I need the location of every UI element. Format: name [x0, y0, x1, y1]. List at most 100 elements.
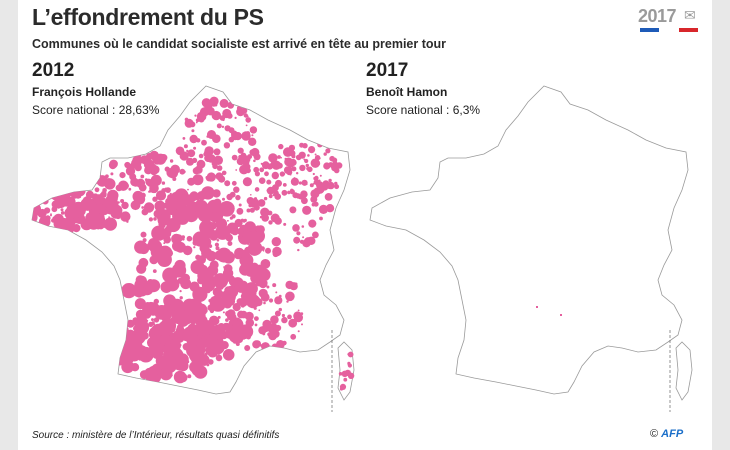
ps-commune-2012 — [152, 269, 157, 273]
ps-commune-2012 — [86, 216, 101, 230]
ps-commune-2012 — [196, 198, 200, 201]
ps-commune-2012 — [314, 175, 319, 181]
ps-commune-2012 — [163, 235, 171, 244]
ps-commune-2012 — [153, 209, 162, 218]
ps-commune-2012 — [291, 154, 296, 159]
ps-commune-2012 — [312, 172, 315, 176]
logo-year: 2017 — [638, 6, 677, 26]
ps-commune-2012 — [206, 106, 215, 116]
ps-commune-2012 — [226, 311, 236, 321]
ps-commune-2012 — [107, 321, 121, 335]
ps-commune-2012 — [151, 318, 154, 322]
left-score: Score national : 28,63% — [32, 103, 160, 117]
ps-commune-2012 — [266, 285, 270, 289]
ps-commune-2012 — [134, 298, 146, 310]
ps-commune-2012 — [286, 300, 289, 303]
ps-commune-2012 — [233, 186, 240, 193]
ps-commune-2012 — [164, 342, 171, 349]
ps-commune-2012 — [147, 337, 159, 349]
ps-commune-2012 — [216, 239, 220, 242]
ps-commune-2012 — [227, 219, 229, 222]
ps-commune-2012 — [221, 125, 225, 128]
ps-commune-2012 — [55, 196, 60, 201]
ps-commune-2012 — [132, 155, 143, 166]
ps-commune-2012 — [195, 121, 198, 124]
ps-commune-2012 — [179, 290, 182, 293]
ps-commune-2012 — [271, 171, 279, 180]
ps-commune-2012 — [245, 282, 258, 295]
ps-commune-2012 — [248, 232, 250, 234]
ps-commune-2012 — [217, 338, 224, 345]
ps-commune-2012 — [163, 242, 166, 245]
ps-commune-2012 — [293, 228, 296, 232]
ps-commune-2012 — [341, 370, 348, 377]
ps-commune-2017 — [560, 314, 562, 316]
ps-commune-2012 — [260, 162, 263, 165]
ps-commune-2012 — [173, 216, 180, 223]
ps-commune-2012 — [281, 313, 285, 318]
ps-commune-2012 — [171, 308, 187, 325]
ps-commune-2012 — [195, 118, 200, 122]
ps-commune-2012 — [336, 162, 343, 169]
ps-commune-2012 — [293, 177, 296, 180]
ps-commune-2012 — [282, 183, 287, 187]
ps-commune-2012 — [272, 283, 277, 288]
ps-commune-2012 — [225, 323, 233, 332]
page-title: L’effondrement du PS — [32, 4, 264, 30]
election-logo: 2017 ✉ — [638, 6, 700, 32]
ps-commune-2012 — [140, 174, 145, 179]
ps-commune-2012 — [224, 125, 231, 132]
ps-commune-2012 — [38, 220, 48, 229]
ps-commune-2012 — [302, 236, 305, 239]
ps-commune-2012 — [285, 166, 293, 173]
ps-commune-2012 — [266, 189, 269, 192]
ps-commune-2012 — [231, 227, 239, 236]
ps-commune-2012 — [261, 324, 270, 333]
ps-commune-2012 — [226, 204, 231, 209]
ps-commune-2012 — [274, 310, 281, 317]
ps-commune-2012 — [246, 208, 251, 213]
ps-commune-2012 — [221, 280, 226, 285]
ps-commune-2012 — [104, 204, 107, 207]
ps-commune-2012 — [151, 321, 155, 325]
ps-commune-2012 — [231, 180, 237, 186]
ps-commune-2012 — [124, 161, 131, 169]
ps-commune-2012 — [319, 174, 322, 177]
ps-commune-2012 — [281, 316, 288, 324]
ps-commune-2012 — [252, 296, 257, 302]
ps-commune-2012 — [324, 193, 333, 201]
left-year: 2012 — [32, 60, 75, 81]
ps-commune-2012 — [234, 218, 243, 228]
ps-commune-2012 — [308, 146, 316, 154]
ps-commune-2012 — [94, 187, 100, 193]
ps-commune-2012 — [241, 156, 245, 160]
ps-commune-2012 — [314, 178, 319, 183]
ps-commune-2012 — [147, 279, 161, 293]
ps-commune-2012 — [217, 286, 222, 291]
ps-commune-2012 — [266, 179, 272, 185]
ps-commune-2012 — [215, 354, 223, 362]
ps-commune-2012 — [42, 195, 49, 201]
right-candidate: Benoît Hamon — [366, 85, 448, 99]
ps-commune-2012 — [267, 332, 272, 337]
ps-commune-2012 — [243, 262, 258, 277]
ps-commune-2012 — [136, 263, 147, 274]
ps-commune-2012 — [206, 172, 216, 182]
ps-commune-2012 — [295, 154, 302, 161]
ps-commune-2012 — [162, 267, 178, 283]
ps-commune-2012 — [222, 251, 235, 264]
ps-commune-2012 — [279, 171, 285, 177]
ps-commune-2012 — [318, 204, 329, 214]
ps-commune-2012 — [223, 266, 225, 268]
ps-commune-2012 — [309, 183, 314, 188]
ps-commune-2012 — [263, 196, 268, 201]
ps-communes-2012 — [32, 96, 343, 384]
ps-commune-2012 — [244, 311, 254, 321]
ps-commune-2012 — [163, 311, 172, 320]
ps-commune-2012 — [149, 203, 154, 209]
ps-commune-2012 — [142, 238, 147, 243]
ps-commune-2012 — [274, 217, 282, 225]
ps-commune-2012 — [226, 193, 233, 201]
ps-commune-2012 — [347, 353, 350, 355]
ps-commune-2012 — [140, 331, 149, 340]
